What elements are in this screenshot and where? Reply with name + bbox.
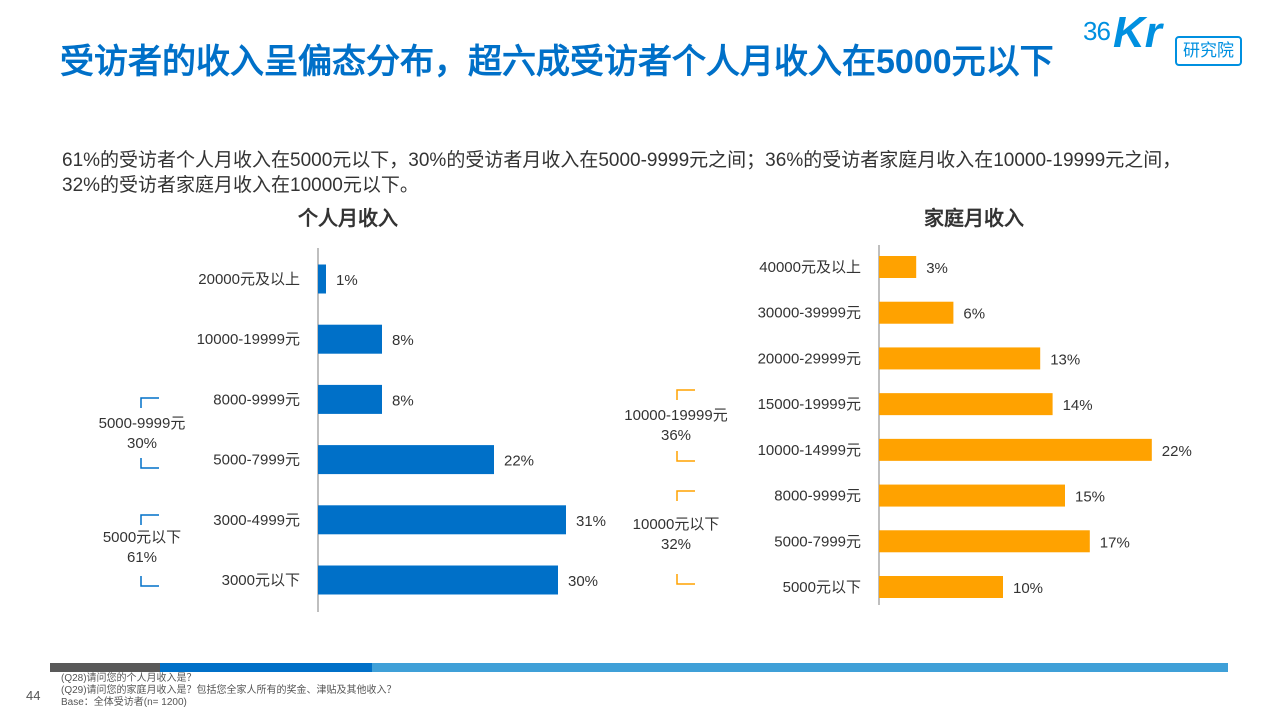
personal-bar — [318, 324, 382, 354]
personal-group-1-range: 5000-9999元 — [98, 415, 186, 432]
logo-number: 36 — [1083, 16, 1111, 46]
page-title: 受访者的收入呈偏态分布，超六成受访者个人月收入在5000元以下 — [60, 43, 1054, 81]
family-value-label: 6% — [963, 306, 985, 323]
family-group-label-2: 10000元以下 32% — [611, 515, 741, 555]
personal-value-label: 8% — [392, 392, 414, 409]
family-value-label: 14% — [1063, 397, 1093, 414]
personal-chart-title: 个人月收入 — [298, 208, 398, 230]
family-group-1-value: 36% — [660, 427, 692, 444]
family-bracket-1-bottom — [676, 451, 695, 462]
family-value-label: 15% — [1075, 489, 1105, 506]
page-number: 44 — [26, 688, 41, 703]
personal-group-2-value: 61% — [126, 549, 158, 566]
family-bar — [879, 256, 917, 278]
personal-bar — [318, 505, 566, 535]
brand-logo: 36 Kr 研究院 — [1083, 8, 1263, 66]
personal-value-label: 31% — [576, 513, 606, 530]
family-category-label: 8000-9999元 — [774, 488, 861, 505]
family-value-label: 10% — [1013, 580, 1043, 597]
family-category-label: 10000-14999元 — [758, 442, 861, 459]
footer-color-bar — [50, 663, 1228, 672]
family-bar — [879, 438, 1152, 461]
footnote-base: Base：全体受访者(n= 1200) — [61, 697, 187, 708]
personal-group-2-range: 5000元以下 — [102, 529, 182, 546]
logo-text: 研究院 — [1175, 36, 1242, 66]
personal-category-label: 3000元以下 — [222, 572, 300, 589]
personal-category-label: 8000-9999元 — [213, 391, 300, 408]
family-bar — [879, 393, 1053, 416]
footer-bar-mid — [160, 663, 372, 672]
personal-bar — [318, 445, 494, 475]
footer-bar-dark — [50, 663, 160, 672]
personal-category-label: 10000-19999元 — [197, 331, 300, 348]
personal-bracket-1-bottom — [140, 458, 159, 469]
personal-value-label: 8% — [392, 332, 414, 349]
footer-bar-light — [372, 663, 1228, 672]
personal-group-label-2: 5000元以下 61% — [82, 528, 202, 568]
personal-category-label: 5000-7999元 — [213, 452, 300, 469]
personal-value-label: 30% — [568, 573, 598, 590]
personal-income-chart: 20000元及以上 1% 10000-19999元 8% 8000-9999元 8% 500… — [197, 248, 606, 612]
family-value-label: 22% — [1162, 443, 1192, 460]
family-category-label: 40000元及以上 — [759, 259, 861, 276]
personal-bracket-1-top — [140, 397, 159, 408]
family-bracket-2-top — [676, 490, 695, 501]
family-category-label: 20000-29999元 — [758, 350, 861, 367]
family-bar — [879, 484, 1065, 507]
personal-bracket-2-bottom — [140, 576, 159, 587]
family-category-label: 5000-7999元 — [774, 533, 861, 550]
personal-group-1-value: 30% — [126, 435, 158, 452]
personal-bar — [318, 264, 326, 294]
family-chart-title: 家庭月收入 — [924, 208, 1024, 230]
personal-value-label: 1% — [336, 272, 358, 289]
family-value-label: 13% — [1050, 351, 1080, 368]
family-group-2-value: 32% — [660, 536, 692, 553]
personal-category-label: 3000-4999元 — [213, 512, 300, 529]
family-category-label: 15000-19999元 — [758, 396, 861, 413]
logo-kr: Kr — [1113, 8, 1162, 57]
personal-bracket-2-top — [140, 514, 159, 525]
footnote-q29: (Q29)请问您的家庭月收入是？包括您全家人所有的奖金、津贴及其他收入？ — [61, 685, 397, 696]
family-bracket-1-top — [676, 389, 695, 400]
summary-text: 61%的受访者个人月收入在5000元以下，30%的受访者月收入在5000-999… — [62, 150, 1182, 196]
family-income-chart: 40000元及以上 3% 30000-39999元 6% 20000-29999元 13%… — [758, 245, 1192, 605]
footnote-q28: (Q28)请问您的个人月收入是？ — [61, 673, 197, 684]
personal-group-label-1: 5000-9999元 30% — [82, 414, 202, 454]
family-category-label: 30000-39999元 — [758, 305, 861, 322]
family-bar — [879, 347, 1041, 370]
personal-bar — [318, 565, 558, 595]
family-bracket-2-bottom — [676, 574, 695, 585]
personal-value-label: 22% — [504, 453, 534, 470]
family-group-label-1: 10000-19999元 36% — [611, 406, 741, 446]
family-bar — [879, 530, 1090, 553]
personal-category-label: 20000元及以上 — [198, 271, 300, 288]
family-group-2-range: 10000元以下 — [632, 516, 720, 533]
family-value-label: 17% — [1100, 534, 1130, 551]
family-bar — [879, 301, 954, 324]
footnotes: (Q28)请问您的个人月收入是？ (Q29)请问您的家庭月收入是？包括您全家人所… — [61, 673, 397, 709]
family-category-label: 5000元以下 — [783, 579, 861, 596]
personal-bar — [318, 384, 382, 414]
family-bar — [879, 576, 1003, 598]
group-brackets — [140, 389, 695, 587]
family-group-1-range: 10000-19999元 — [624, 407, 728, 424]
family-value-label: 3% — [926, 260, 948, 277]
